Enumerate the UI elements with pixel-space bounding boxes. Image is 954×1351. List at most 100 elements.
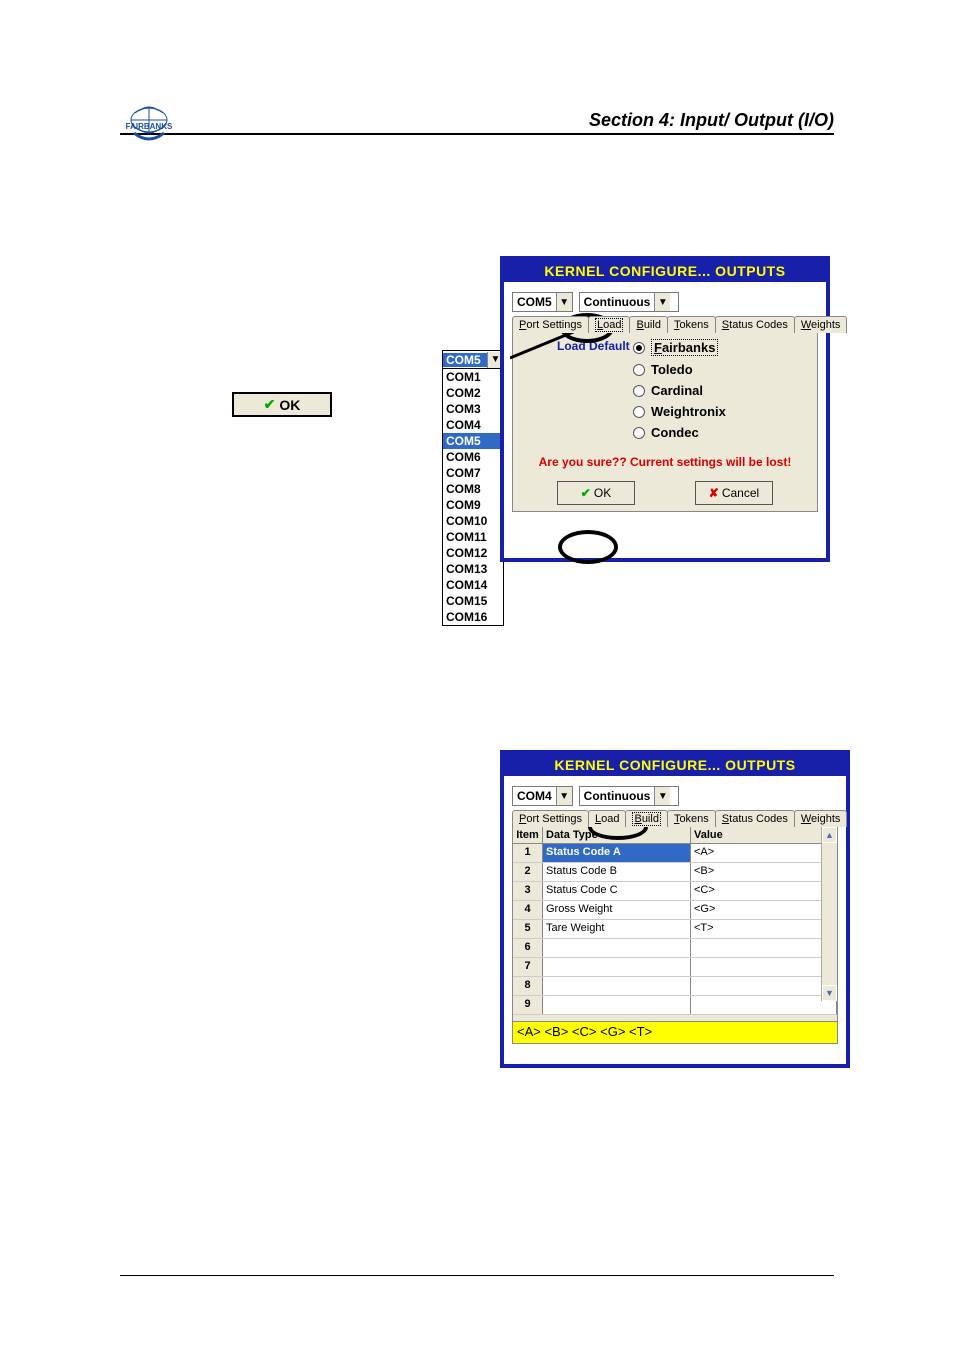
radio-label: Cardinal — [651, 383, 703, 398]
tab-load[interactable]: Load — [588, 810, 626, 827]
footer-rule — [120, 1275, 834, 1276]
mode-dropdown[interactable]: Continuous ▼ — [579, 786, 679, 806]
row-item: 8 — [513, 977, 543, 995]
radio-icon — [633, 342, 645, 354]
chevron-down-icon[interactable]: ▼ — [556, 293, 572, 311]
table-row[interactable]: 7 — [513, 958, 837, 977]
radio-label: Fairbanks — [651, 339, 718, 356]
confirm-warning: Are you sure?? Current settings will be … — [513, 455, 817, 469]
row-datatype: Gross Weight — [543, 901, 691, 919]
row-value — [691, 958, 837, 976]
row-item: 4 — [513, 901, 543, 919]
tab-build[interactable]: Build — [629, 316, 667, 333]
row-datatype — [543, 996, 691, 1014]
tab-tokens[interactable]: Tokens — [667, 316, 716, 333]
table-row[interactable]: 1Status Code A<A> — [513, 844, 837, 863]
row-datatype: Status Code C — [543, 882, 691, 900]
grid-header: Item Data Type Value — [513, 827, 837, 844]
table-row[interactable]: 4Gross Weight<G> — [513, 901, 837, 920]
radio-condec[interactable]: Condec — [633, 425, 726, 440]
com-port-dropdown-expanded[interactable]: COM5 ▼ COM1COM2COM3COM4COM5COM6COM7COM8C… — [442, 350, 504, 626]
radio-weightronix[interactable]: Weightronix — [633, 404, 726, 419]
com-option[interactable]: COM7 — [443, 465, 503, 481]
com-option[interactable]: COM6 — [443, 449, 503, 465]
radio-icon — [633, 385, 645, 397]
ok-button[interactable]: ✔ OK — [557, 481, 635, 505]
tab-weights[interactable]: Weights — [794, 810, 848, 827]
tab-status-codes[interactable]: Status Codes — [715, 810, 795, 827]
row-item: 3 — [513, 882, 543, 900]
com-option[interactable]: COM10 — [443, 513, 503, 529]
com-option[interactable]: COM3 — [443, 401, 503, 417]
ok-button-standalone[interactable]: ✔ OK — [232, 392, 332, 417]
row-item: 5 — [513, 920, 543, 938]
table-row[interactable]: 5Tare Weight<T> — [513, 920, 837, 939]
svg-text:FAIRBANKS: FAIRBANKS — [126, 122, 173, 131]
tab-build[interactable]: Build — [625, 810, 667, 827]
table-row[interactable]: 6 — [513, 939, 837, 958]
radio-toledo[interactable]: Toledo — [633, 362, 726, 377]
com-option[interactable]: COM8 — [443, 481, 503, 497]
row-datatype: Status Code A — [543, 844, 691, 862]
com-option[interactable]: COM15 — [443, 593, 503, 609]
row-datatype — [543, 939, 691, 957]
check-icon: ✔ — [581, 486, 591, 500]
row-value — [691, 939, 837, 957]
com-option[interactable]: COM9 — [443, 497, 503, 513]
kernel-configure-dialog-1: KERNEL CONFIGURE... OUTPUTS COM5 ▼ Conti… — [500, 256, 830, 562]
port-dropdown[interactable]: COM4 ▼ — [512, 786, 573, 806]
section-title: Section 4: Input/ Output (I/O) — [120, 110, 834, 131]
scroll-down-icon[interactable]: ▼ — [822, 985, 837, 1001]
table-row[interactable]: 3Status Code C<C> — [513, 882, 837, 901]
chevron-down-icon[interactable]: ▼ — [654, 787, 670, 805]
x-icon: ✘ — [709, 486, 719, 500]
mode-dropdown[interactable]: Continuous ▼ — [579, 292, 679, 312]
com-option[interactable]: COM1 — [443, 369, 503, 385]
com-option[interactable]: COM13 — [443, 561, 503, 577]
dialog-title: KERNEL CONFIGURE... OUTPUTS — [504, 260, 826, 282]
tab-tokens[interactable]: Tokens — [667, 810, 716, 827]
row-datatype — [543, 977, 691, 995]
table-row[interactable]: 2Status Code B<B> — [513, 863, 837, 882]
com-option[interactable]: COM12 — [443, 545, 503, 561]
row-item: 9 — [513, 996, 543, 1014]
table-row[interactable]: 8 — [513, 977, 837, 996]
row-value — [691, 996, 837, 1014]
row-value: <G> — [691, 901, 837, 919]
radio-fairbanks[interactable]: Fairbanks — [633, 339, 726, 356]
table-row[interactable]: 9 — [513, 996, 837, 1015]
dialog-title: KERNEL CONFIGURE... OUTPUTS — [504, 754, 846, 776]
callout-arrow — [510, 328, 590, 388]
chevron-down-icon[interactable]: ▼ — [654, 293, 670, 311]
radio-cardinal[interactable]: Cardinal — [633, 383, 726, 398]
com-option[interactable]: COM16 — [443, 609, 503, 625]
radio-icon — [633, 364, 645, 376]
com-option[interactable]: COM2 — [443, 385, 503, 401]
port-dropdown[interactable]: COM5 ▼ — [512, 292, 573, 312]
ok-label: OK — [594, 486, 611, 500]
tab-port-settings[interactable]: Port Settings — [512, 316, 589, 333]
col-item-header: Item — [513, 827, 543, 843]
com-selected: COM5 — [443, 353, 487, 367]
com-option[interactable]: COM4 — [443, 417, 503, 433]
port-value: COM4 — [513, 789, 556, 803]
row-value: <T> — [691, 920, 837, 938]
row-datatype: Status Code B — [543, 863, 691, 881]
com-option[interactable]: COM5 — [443, 433, 503, 449]
row-value — [691, 977, 837, 995]
row-item: 1 — [513, 844, 543, 862]
tab-load[interactable]: Load — [588, 316, 630, 333]
tab-port-settings[interactable]: Port Settings — [512, 810, 589, 827]
col-value-header: Value — [691, 827, 837, 843]
radio-label: Condec — [651, 425, 699, 440]
kernel-configure-dialog-2: KERNEL CONFIGURE... OUTPUTS COM4 ▼ Conti… — [500, 750, 850, 1068]
tab-weights[interactable]: Weights — [794, 316, 848, 333]
cancel-button[interactable]: ✘ Cancel — [695, 481, 773, 505]
chevron-down-icon[interactable]: ▼ — [556, 787, 572, 805]
vertical-scrollbar[interactable]: ▲ ▼ — [821, 827, 837, 1001]
com-option[interactable]: COM11 — [443, 529, 503, 545]
row-datatype: Tare Weight — [543, 920, 691, 938]
scroll-up-icon[interactable]: ▲ — [822, 827, 837, 843]
tab-status-codes[interactable]: Status Codes — [715, 316, 795, 333]
com-option[interactable]: COM14 — [443, 577, 503, 593]
